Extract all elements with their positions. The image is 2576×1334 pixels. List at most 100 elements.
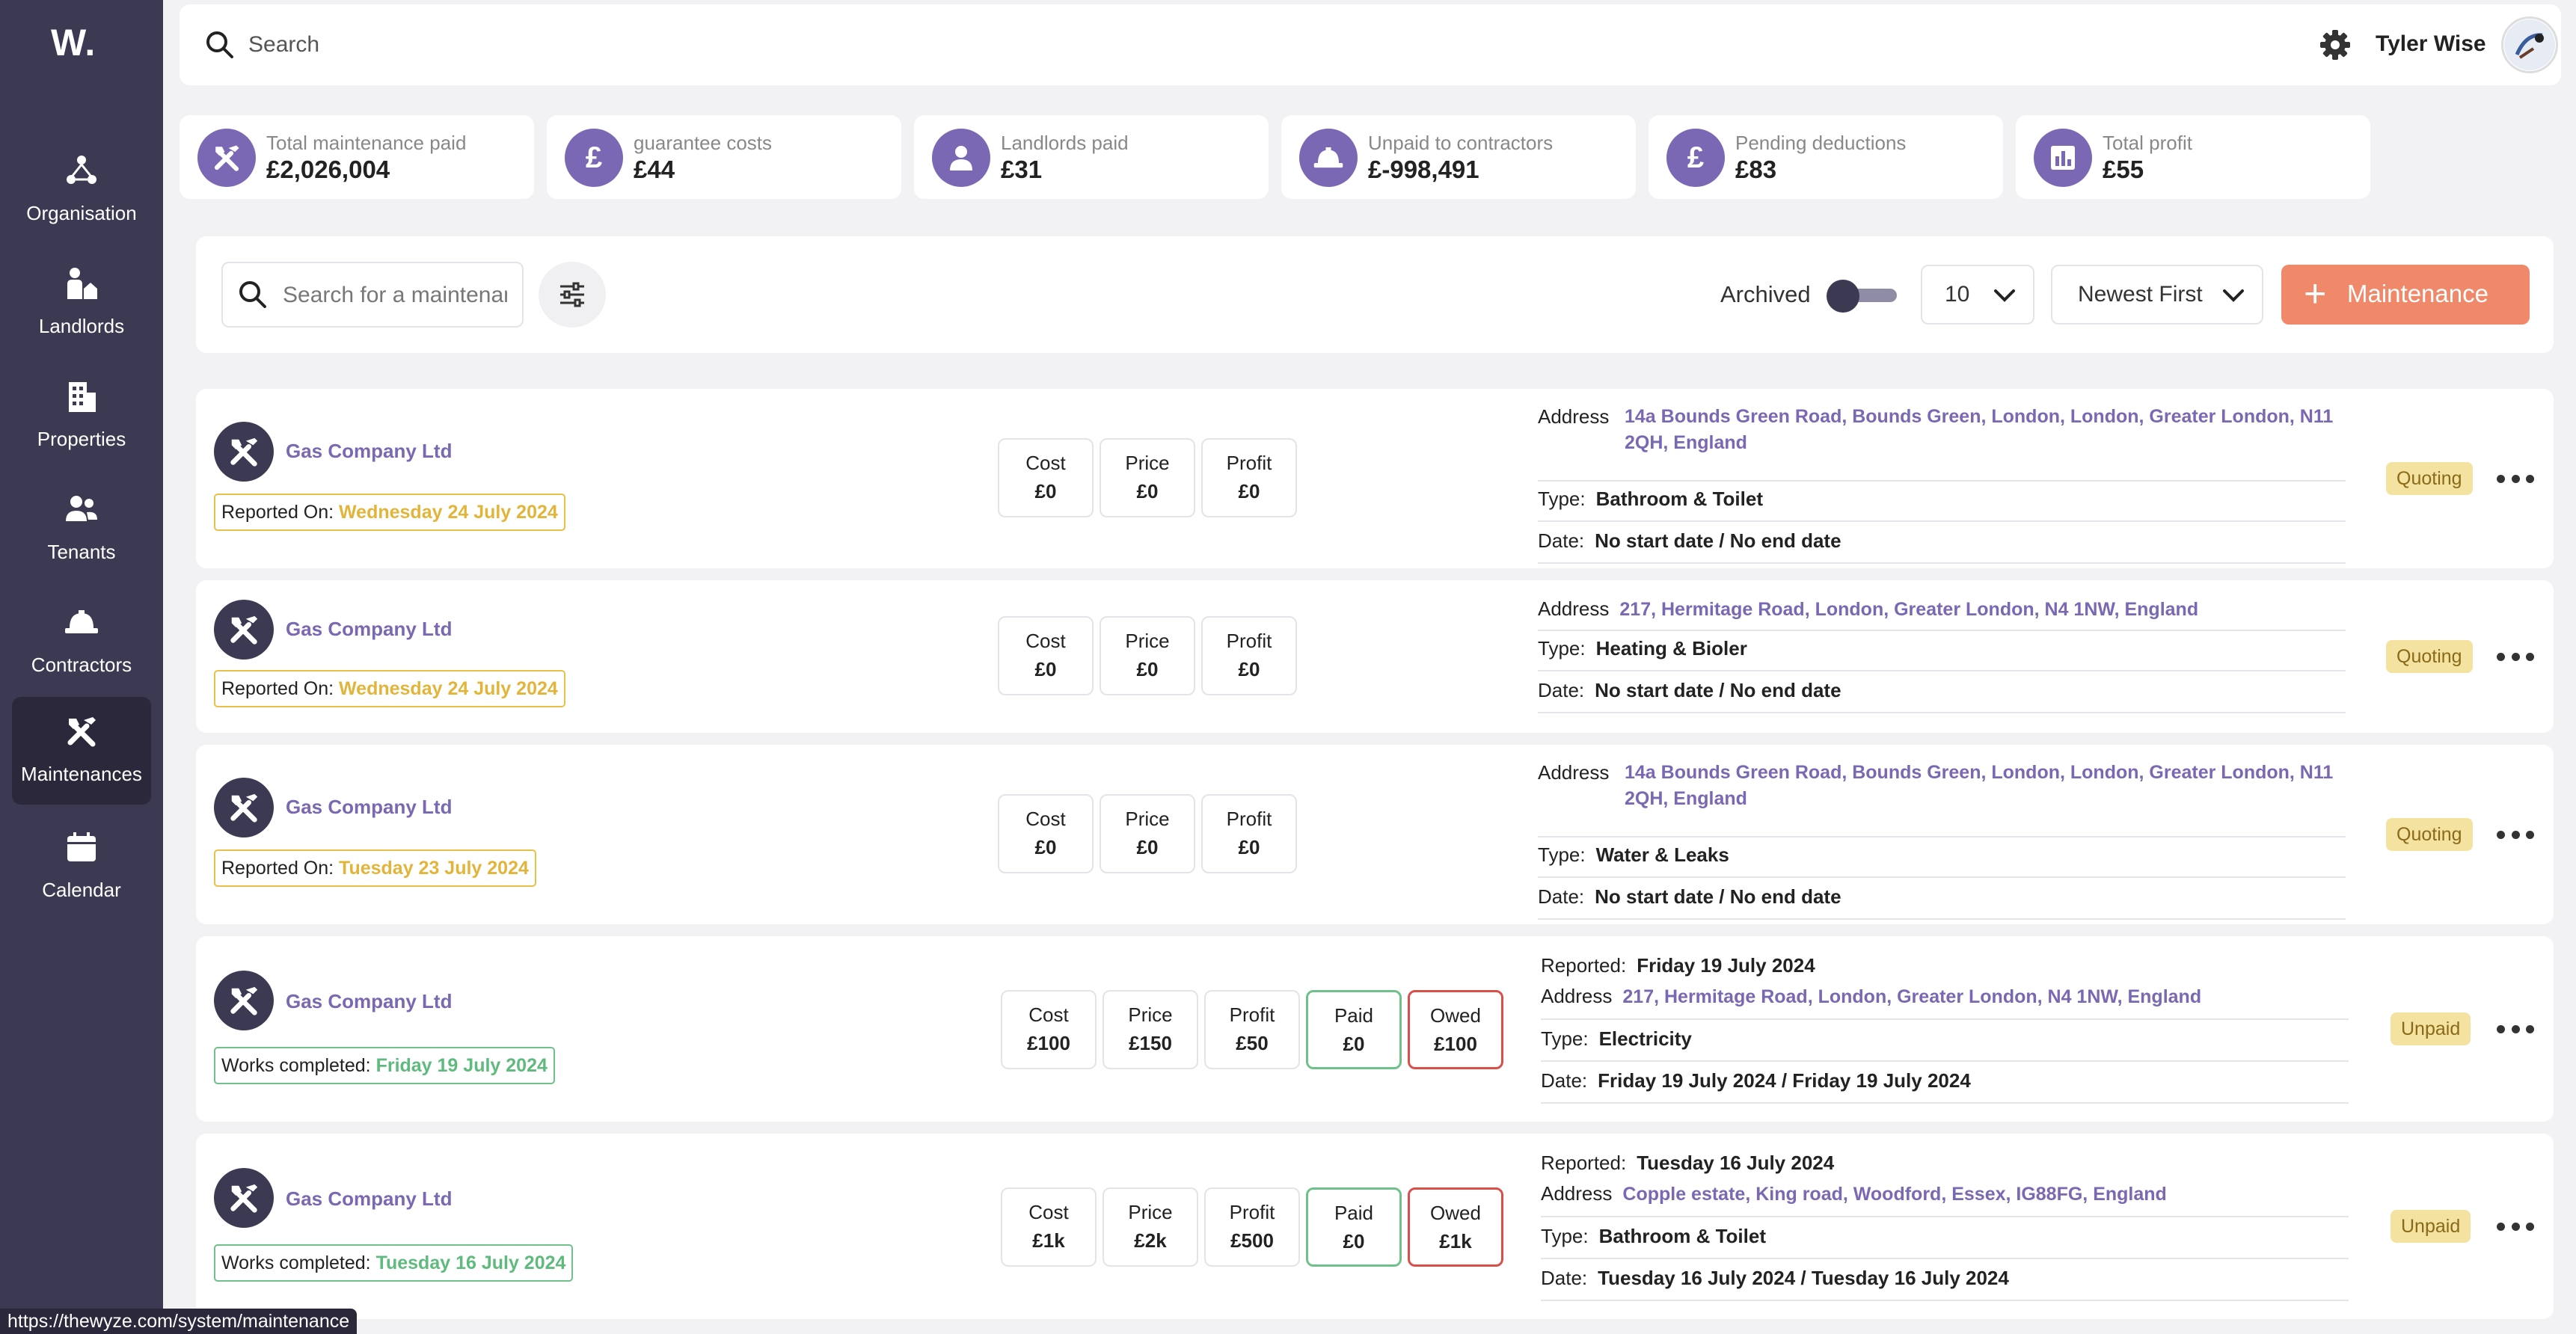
stat-total-profit: Total profit £55 [2016,115,2370,199]
stat-label: Landlords paid [1001,132,1129,154]
metric-label: Profit [1226,808,1272,830]
metric-value: £2k [1134,1229,1167,1252]
sidebar-item-landlords[interactable]: Landlords [12,249,151,357]
gear-icon[interactable] [2319,28,2352,65]
sidebar-item-contractors[interactable]: Contractors [12,588,151,695]
maintenance-row[interactable]: Gas Company Ltd Works completed: Friday … [196,936,2554,1122]
sidebar-item-calendar[interactable]: Calendar [12,813,151,920]
address-label: Address [1538,405,1610,428]
sidebar-item-properties[interactable]: Properties [12,362,151,470]
stat-label: Unpaid to contractors [1368,132,1554,154]
tools-icon [12,713,151,749]
add-maintenance-button[interactable]: + Maintenance [2281,265,2530,325]
address-link[interactable]: Copple estate, King road, Woodford, Esse… [1622,1184,2167,1205]
reported-line: Reported: Tuesday 16 July 2024 [1541,1152,1834,1175]
profit-box: Profit £50 [1204,990,1300,1069]
avatar[interactable] [2501,16,2558,73]
stat-label: Total profit [2103,132,2192,154]
owed-box: Owed £100 [1408,990,1503,1069]
type-line: Type: Bathroom & Toilet [1538,488,2346,522]
more-options-icon[interactable] [2497,642,2534,671]
type-label: Type: [1538,488,1586,510]
sidebar: W. Organisation Landlords Properties Ten… [0,0,163,1334]
type-line: Type: Electricity [1541,1027,2349,1062]
address-label: Address [1538,597,1610,620]
maintenance-row[interactable]: Gas Company Ltd Reported On: Wednesday 2… [196,389,2554,568]
address-link[interactable]: 217, Hermitage Road, London, Greater Lon… [1622,986,2202,1007]
date-line: Date: No start date / No end date [1538,679,2346,713]
paid-box: Paid £0 [1306,1187,1402,1267]
sidebar-item-label: Calendar [42,879,121,901]
reported-on-tag: Reported On: Wednesday 24 July 2024 [214,494,565,531]
stat-value: £83 [1735,156,1777,183]
sort-select[interactable]: Newest First [2051,265,2263,325]
address-label: Address [1541,1182,1613,1205]
app-logo[interactable]: W. [51,22,96,64]
sidebar-item-label: Tenants [47,541,116,563]
address-link[interactable]: 14a Bounds Green Road, Bounds Green, Lon… [1625,406,2334,453]
more-options-icon[interactable] [2497,1211,2534,1241]
date-line: Date: No start date / No end date [1538,885,2346,920]
stat-label: guarantee costs [634,132,773,154]
profit-box: Profit £0 [1201,616,1297,695]
works-completed-tag: Works completed: Tuesday 16 July 2024 [214,1244,574,1282]
user-name[interactable]: Tyler Wise [2376,31,2486,56]
type-line: Type: Bathroom & Toilet [1541,1225,2349,1259]
reported-label: Reported: [1541,1152,1627,1174]
type-label: Type: [1541,1027,1589,1050]
address-line: Address 14a Bounds Green Road, Bounds Gr… [1538,405,2346,482]
sidebar-item-tenants[interactable]: Tenants [12,475,151,583]
metric-value: £100 [1434,1033,1477,1055]
reported-label: Reported: [1541,954,1627,977]
date-value: Friday 19 July 2024 [375,1055,548,1076]
address-line: Address Copple estate, King road, Woodfor… [1541,1181,2349,1217]
type-value: Heating & Bioler [1595,637,1747,660]
metric-value: £0 [1238,480,1260,502]
browser-status-url: https://thewyze.com/system/maintenance [0,1309,358,1334]
sidebar-item-label: Contractors [31,654,132,676]
status-badge: Quoting [2386,818,2473,851]
metric-value: £500 [1230,1229,1274,1252]
profit-box: Profit £0 [1201,438,1297,517]
profit-box: Profit £500 [1204,1187,1300,1267]
company-name[interactable]: Gas Company Ltd [286,1187,453,1210]
sidebar-item-maintenances[interactable]: Maintenances [12,697,151,805]
company-name[interactable]: Gas Company Ltd [286,990,453,1012]
stat-guarantee-costs: £ guarantee costs £44 [547,115,901,199]
price-box: Price £150 [1103,990,1198,1069]
maintenance-search-input[interactable] [283,277,507,314]
date-value: No start date / No end date [1595,679,1841,701]
metric-label: Cost [1028,1201,1069,1223]
metric-label: Owed [1430,1202,1481,1224]
person-icon [932,129,990,187]
cost-box: Cost £1k [1001,1187,1097,1267]
more-options-icon[interactable] [2497,1014,2534,1044]
cost-box: Cost £0 [998,794,1094,873]
metric-label: Profit [1229,1003,1275,1026]
date-label: Reported On: [221,858,340,879]
maintenance-row[interactable]: Gas Company Ltd Reported On: Tuesday 23 … [196,745,2554,924]
archived-toggle[interactable] [1827,280,1898,313]
filter-settings-button[interactable] [539,262,606,328]
address-link[interactable]: 217, Hermitage Road, London, Greater Lon… [1619,599,2199,620]
date-label: Works completed: [221,1055,376,1076]
sidebar-item-label: Organisation [26,202,137,224]
stat-pending-deductions: £ Pending deductions £83 [1649,115,2003,199]
global-search-input[interactable] [248,25,1146,64]
per-page-select[interactable]: 10 [1921,265,2034,325]
cost-box: Cost £0 [998,616,1094,695]
company-name[interactable]: Gas Company Ltd [286,618,453,640]
sidebar-item-organisation[interactable]: Organisation [12,136,151,244]
company-name[interactable]: Gas Company Ltd [286,796,453,818]
company-name[interactable]: Gas Company Ltd [286,440,453,462]
more-options-icon[interactable] [2497,820,2534,849]
reported-on-tag: Reported On: Tuesday 23 July 2024 [214,849,536,887]
maintenance-search-box [221,262,524,328]
maintenance-row[interactable]: Gas Company Ltd Works completed: Tuesday… [196,1134,2554,1319]
address-link[interactable]: 14a Bounds Green Road, Bounds Green, Lon… [1625,762,2334,809]
more-options-icon[interactable] [2497,464,2534,494]
date-label: Reported On: [221,502,340,523]
maintenance-row[interactable]: Gas Company Ltd Reported On: Wednesday 2… [196,580,2554,733]
profit-box: Profit £0 [1201,794,1297,873]
date-value: Friday 19 July 2024 / Friday 19 July 202… [1598,1069,1971,1092]
